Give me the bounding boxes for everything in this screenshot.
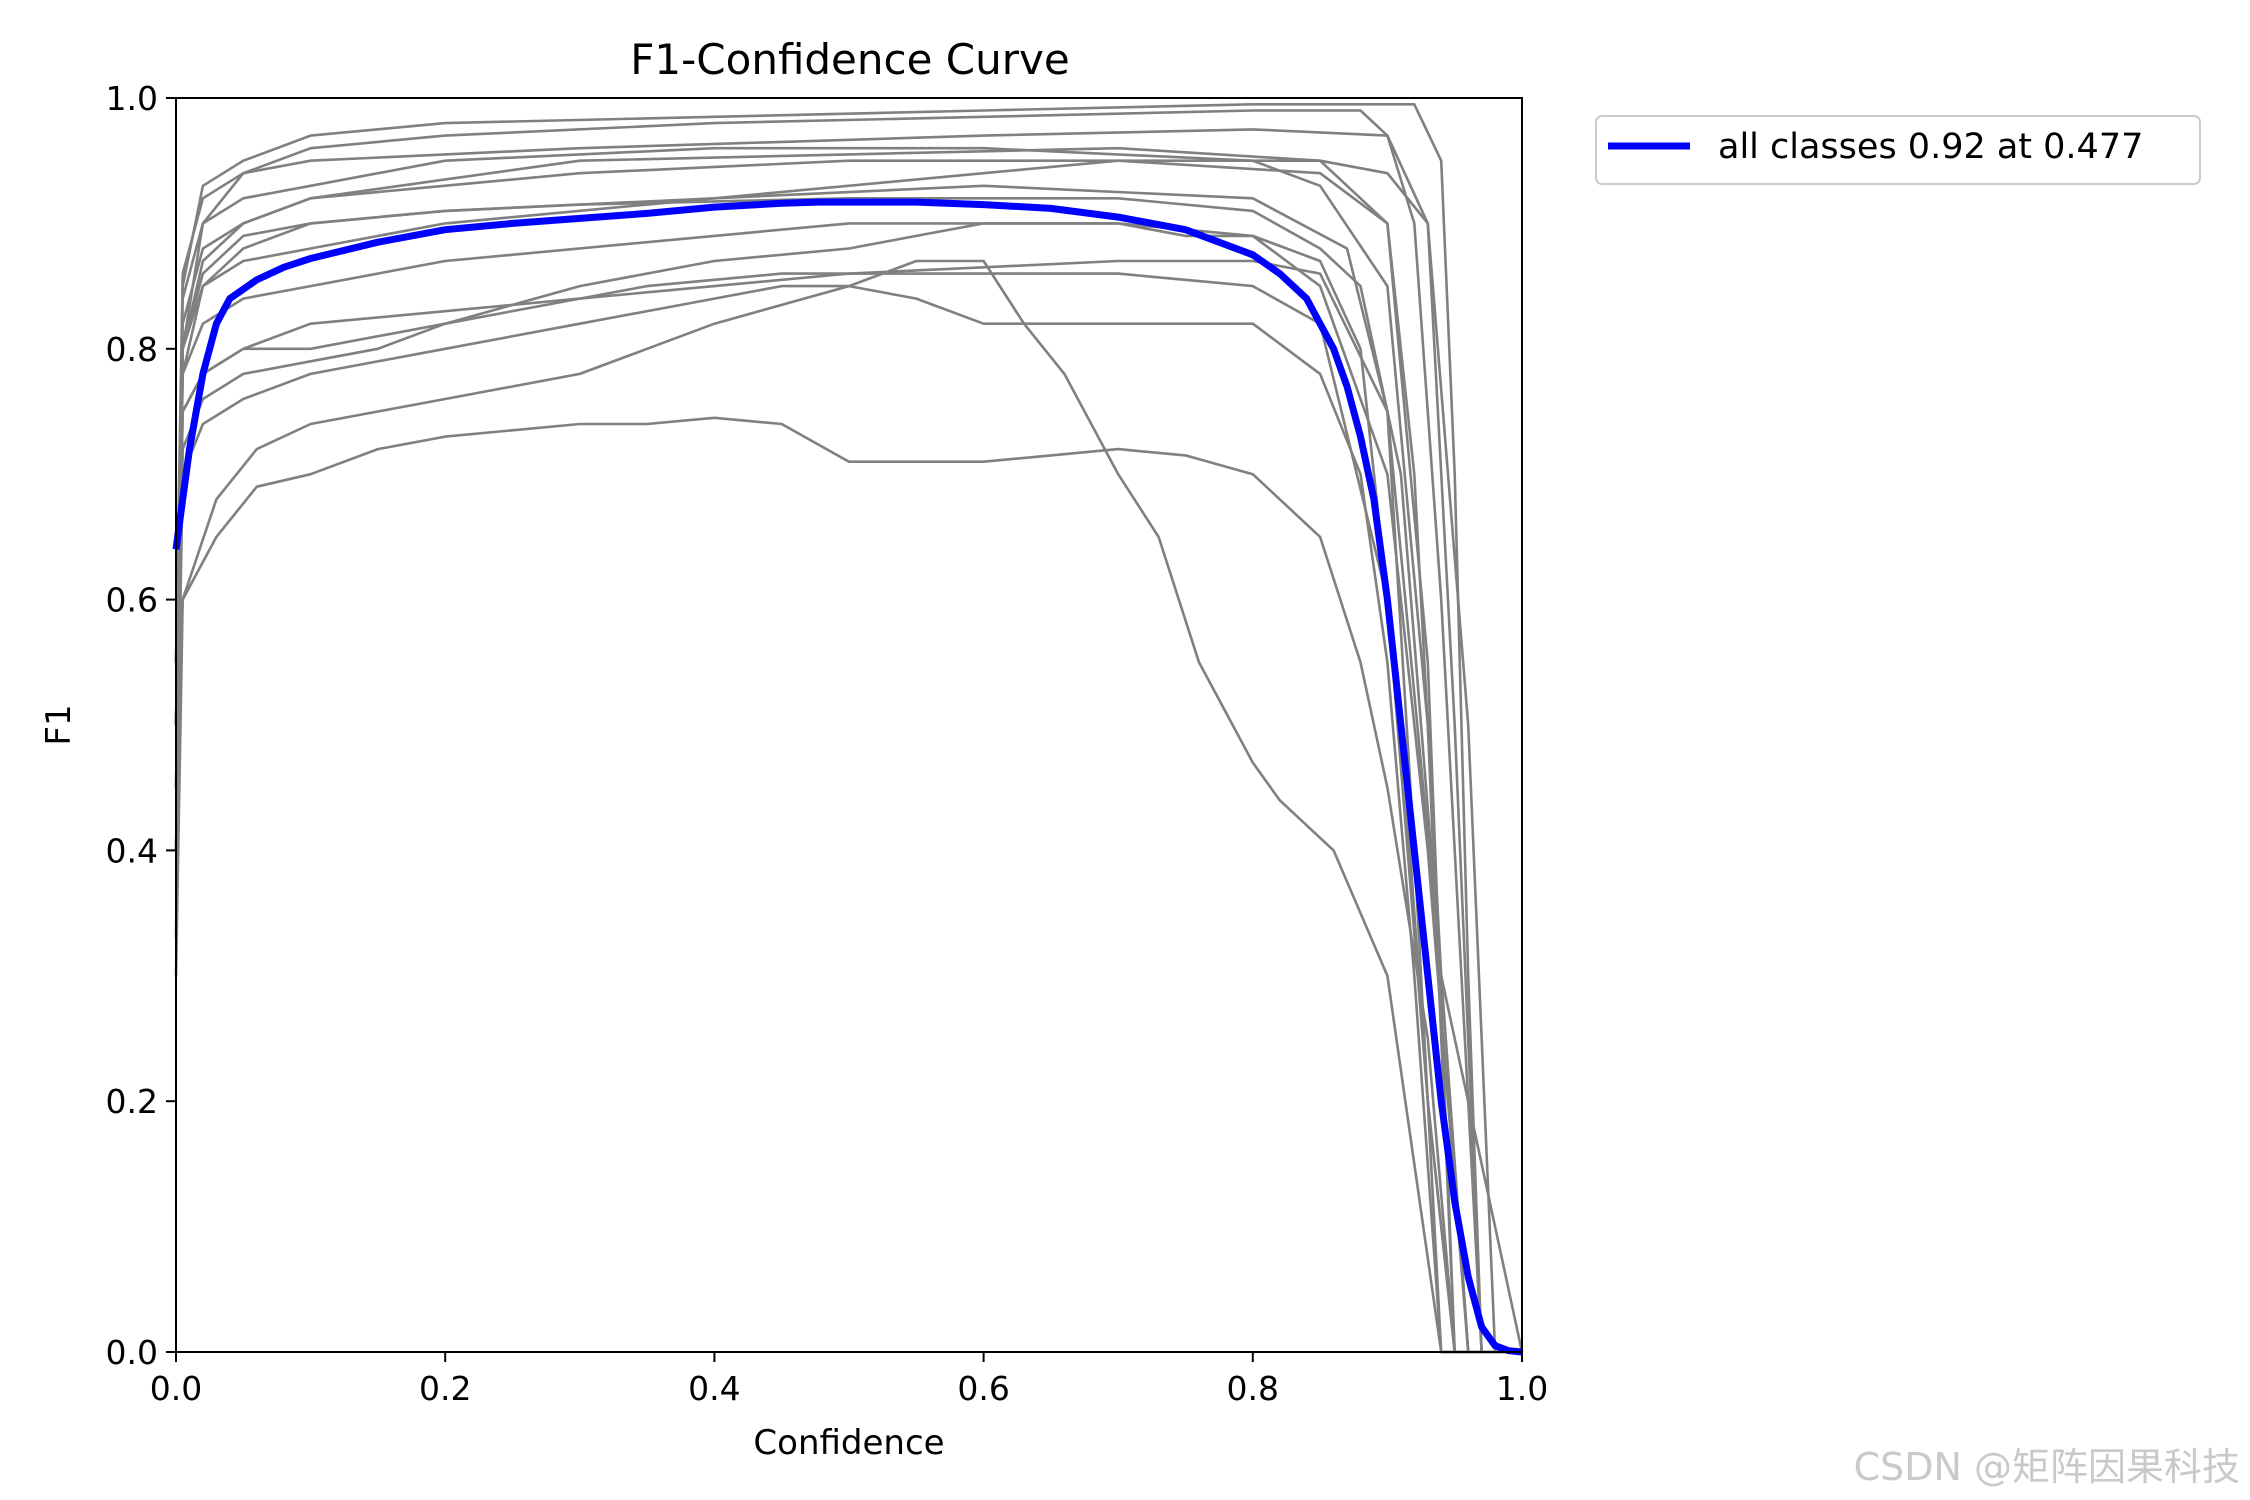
plot-frame — [175, 97, 1523, 1353]
series-line-class-9 — [174, 272, 1522, 1354]
watermark: CSDN @矩阵因果科技 — [1854, 1445, 2240, 1489]
series-line-class-2 — [174, 103, 1522, 1354]
series-line-class-10 — [174, 284, 1522, 1354]
y-tick-label: 0.0 — [106, 1333, 158, 1372]
series-line-class-6 — [174, 159, 1522, 1354]
chart-title: F1-Confidence Curve — [630, 35, 1069, 84]
legend-box — [1595, 115, 2201, 185]
y-tick-label: 1.0 — [106, 79, 158, 118]
y-tick-label: 0.8 — [106, 330, 158, 369]
x-tick-label: 0.2 — [419, 1369, 471, 1408]
y-axis-label: F1 — [39, 704, 79, 745]
series-line-class-13 — [174, 222, 1522, 1354]
x-axis-label: Confidence — [753, 1423, 944, 1463]
x-axis: 0.0 0.2 0.4 0.6 0.8 1.0 — [150, 1352, 1548, 1408]
series-line-class-5 — [174, 146, 1522, 1354]
series-line-class-1 — [174, 109, 1522, 1354]
x-tick-label: 0.4 — [688, 1369, 740, 1408]
y-tick-label: 0.2 — [106, 1082, 158, 1121]
series-line-class-8 — [174, 222, 1522, 1354]
series-line-class-12 — [174, 416, 1522, 1354]
legend: all classes 0.92 at 0.477 — [1595, 115, 2201, 185]
x-tick-label: 0.0 — [150, 1369, 202, 1408]
y-tick-label: 0.4 — [106, 831, 158, 870]
y-tick-label: 0.6 — [106, 581, 158, 620]
series-line-class-16 — [174, 259, 1524, 1353]
x-tick-label: 0.6 — [957, 1369, 1009, 1408]
x-tick-label: 1.0 — [1496, 1369, 1548, 1408]
x-tick-label: 0.8 — [1227, 1369, 1279, 1408]
series-line-class-15 — [174, 197, 1522, 1354]
series-line-all-classes — [172, 198, 1523, 1356]
series-line-class-4 — [174, 146, 1522, 1354]
series-line-class-14 — [174, 159, 1522, 1354]
series-line-class-11 — [174, 259, 1522, 1354]
series-layer — [172, 103, 1524, 1356]
legend-label-all-classes: all classes 0.92 at 0.477 — [1718, 127, 2143, 167]
series-line-class-3 — [174, 128, 1522, 1354]
y-axis: 0.0 0.2 0.4 0.6 0.8 1.0 — [106, 79, 176, 1372]
